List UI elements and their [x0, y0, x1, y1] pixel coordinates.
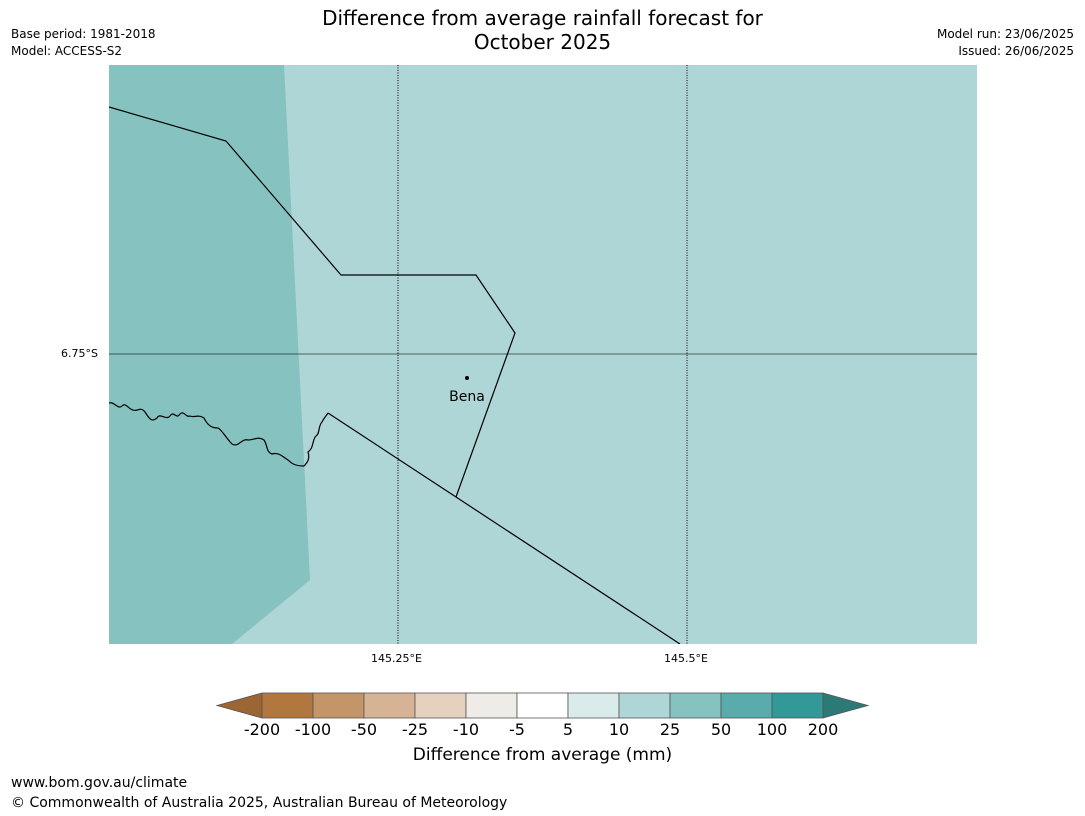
boundary-south	[327, 412, 681, 644]
colorbar-tick-label: -25	[401, 720, 429, 739]
colorbar-ticks: -200 -100 -50 -25 -10 -5 5 10 25 50 100 200	[0, 720, 1085, 740]
colorbar-tick-label: 25	[659, 720, 681, 739]
colorbar-segment	[720, 692, 773, 719]
town-label-bena: Bena	[449, 389, 485, 405]
meta-right: Model run: 23/06/2025 Issued: 26/06/2025	[937, 26, 1074, 60]
title-line-2: October 2025	[473, 30, 612, 54]
town-marker	[465, 376, 469, 380]
colorbar-tick-label: -5	[509, 720, 525, 739]
boundary-north	[109, 106, 516, 498]
colorbar-tick-label: -10	[452, 720, 480, 739]
colorbar-title: Difference from average (mm)	[412, 745, 673, 765]
colorbar-segment	[312, 692, 365, 719]
title-line-1: Difference from average rainfall forecas…	[322, 6, 763, 30]
colorbar-segment	[363, 692, 416, 719]
colorbar-segment	[414, 692, 467, 719]
colorbar-arrow-low	[215, 692, 263, 719]
colorbar-tick-label: 10	[608, 720, 630, 739]
colorbar-tick-label: -200	[243, 720, 281, 739]
colorbar-segment	[465, 692, 518, 719]
issued-date: Issued: 26/06/2025	[958, 44, 1074, 58]
map-panel	[109, 65, 977, 644]
meta-left: Base period: 1981-2018 Model: ACCESS-S2	[11, 26, 156, 60]
base-period: Base period: 1981-2018	[11, 27, 156, 41]
colorbar-tick-label: 100	[756, 720, 788, 739]
model-name: Model: ACCESS-S2	[11, 44, 123, 58]
colorbar-arrow-high	[822, 692, 870, 719]
colorbar-tick-label: -100	[294, 720, 332, 739]
colorbar-tick-label: 5	[562, 720, 574, 739]
colorbar-segment	[618, 692, 671, 719]
longitude-label-1455: 145.5°E	[664, 652, 708, 665]
colorbar-segment	[669, 692, 722, 719]
colorbar-tick-label: 50	[710, 720, 732, 739]
chart-title: Difference from average rainfall forecas…	[0, 6, 1085, 54]
model-run: Model run: 23/06/2025	[936, 27, 1074, 41]
colorbar-segment	[516, 692, 569, 719]
river-boundary	[109, 402, 329, 467]
colorbar-segment	[771, 692, 824, 719]
colorbar-tick-label: 200	[807, 720, 839, 739]
colorbar	[215, 692, 870, 719]
colorbar-segment	[567, 692, 620, 719]
footer-url: www.bom.gov.au/climate	[11, 775, 188, 791]
colorbar-tick-label: -50	[350, 720, 378, 739]
footer-copyright: © Commonwealth of Australia 2025, Austra…	[11, 795, 508, 811]
colorbar-segment	[261, 692, 314, 719]
longitude-label-14525: 145.25°E	[371, 652, 422, 665]
latitude-label: 6.75°S	[61, 347, 98, 360]
